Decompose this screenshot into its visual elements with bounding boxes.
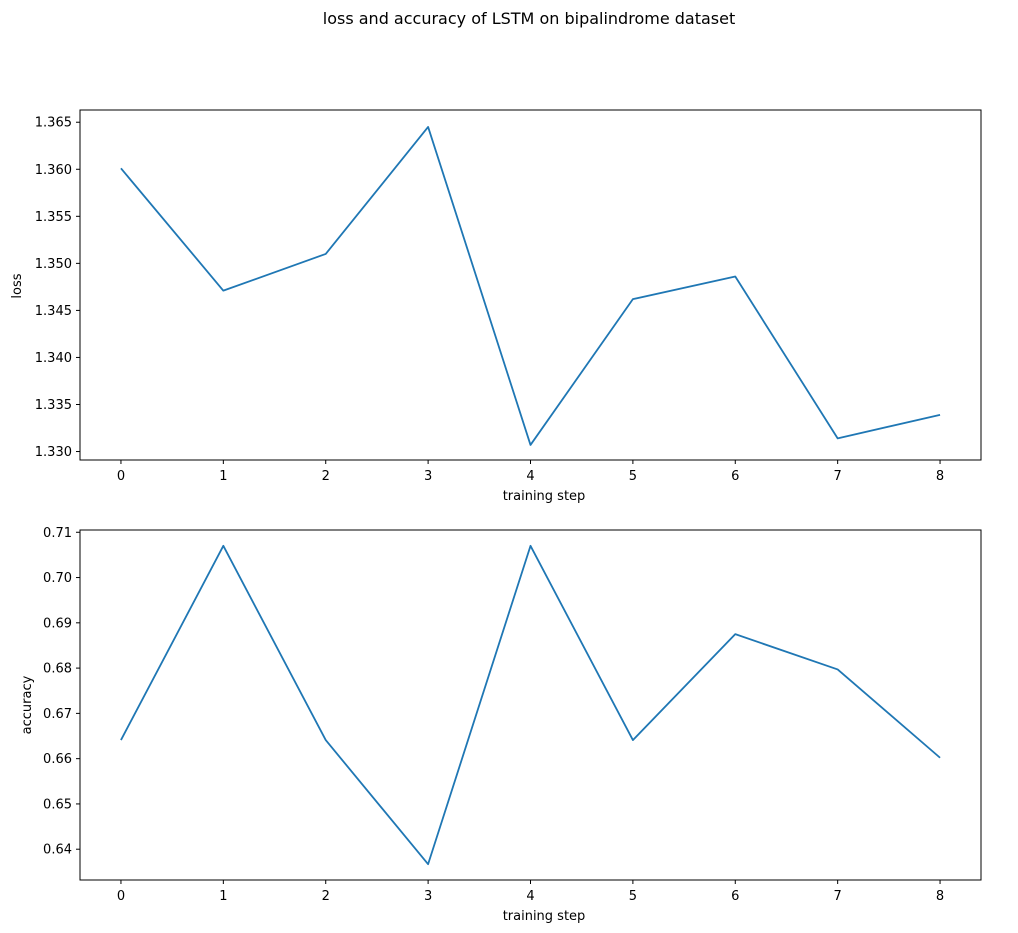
accuracy-y-tick-label: 0.64	[43, 843, 72, 858]
accuracy-y-axis-label: accuracy	[20, 675, 35, 734]
accuracy-x-tick-label: 0	[117, 889, 125, 904]
figure-title: loss and accuracy of LSTM on bipalindrom…	[323, 9, 735, 28]
accuracy-series-line	[120, 544, 941, 866]
loss-y-tick-label: 1.345	[35, 304, 72, 319]
accuracy-x-tick-label: 4	[526, 889, 534, 904]
accuracy-y-tick-label: 0.65	[43, 797, 72, 812]
loss-x-tick-label: 1	[219, 469, 227, 484]
loss-y-tick-label: 1.355	[35, 210, 72, 225]
loss-x-tick-label: 6	[731, 469, 739, 484]
accuracy-y-tick-label: 0.67	[43, 707, 72, 722]
loss-x-tick-label: 3	[424, 469, 432, 484]
loss-y-tick-label: 1.330	[35, 445, 72, 460]
loss-axes: training step loss 0 1 2 3 4 5 6 7 8 1.330 1.335 1.…	[10, 109, 982, 504]
accuracy-x-tick-label: 7	[834, 889, 842, 904]
accuracy-x-tick-label: 6	[731, 889, 739, 904]
accuracy-x-tick-label: 2	[322, 889, 330, 904]
loss-y-tick-label: 1.365	[35, 116, 72, 131]
loss-y-tick-label: 1.340	[35, 351, 72, 366]
loss-x-tick-label: 4	[526, 469, 534, 484]
loss-y-axis-label: loss	[10, 273, 25, 298]
accuracy-y-tick-label: 0.66	[43, 752, 72, 767]
accuracy-x-tick-label: 8	[936, 889, 944, 904]
loss-x-tick-label: 2	[322, 469, 330, 484]
accuracy-y-tick-label: 0.69	[43, 616, 72, 631]
loss-x-tick-label: 8	[936, 469, 944, 484]
loss-series-line	[120, 126, 941, 446]
loss-x-axis-label: training step	[503, 489, 586, 504]
accuracy-x-axis-label: training step	[503, 909, 586, 924]
accuracy-axes: training step accuracy 0 1 2 3 4 5 6 7 8 0.64 0.65…	[20, 526, 982, 924]
accuracy-x-tick-label: 3	[424, 889, 432, 904]
accuracy-y-tick-label: 0.68	[43, 662, 72, 677]
accuracy-x-tick-label: 5	[629, 889, 637, 904]
loss-x-tick-label: 7	[834, 469, 842, 484]
loss-x-tick-label: 5	[629, 469, 637, 484]
loss-y-tick-label: 1.360	[35, 163, 72, 178]
loss-y-tick-label: 1.350	[35, 257, 72, 272]
loss-y-tick-label: 1.335	[35, 398, 72, 413]
accuracy-x-tick-label: 1	[219, 889, 227, 904]
accuracy-y-tick-label: 0.70	[43, 571, 72, 586]
loss-x-tick-label: 0	[117, 469, 125, 484]
accuracy-y-tick-label: 0.71	[43, 526, 72, 541]
